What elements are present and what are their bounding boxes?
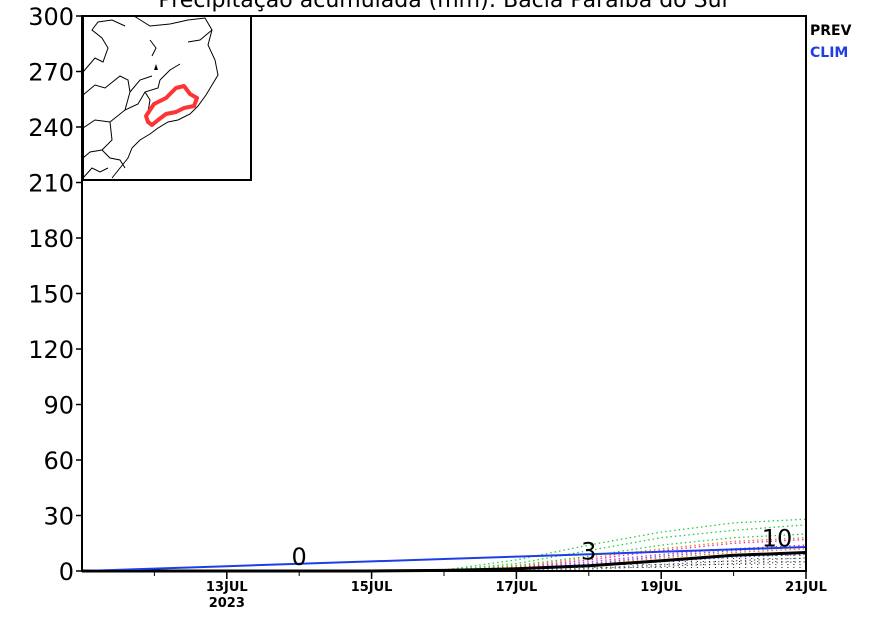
y-tick-label: 240 <box>28 114 74 142</box>
series-annotation: 10 <box>762 525 793 553</box>
y-tick-label: 180 <box>28 225 74 253</box>
x-tick-label: 19JUL <box>640 580 682 595</box>
plot-area: 030609012015018021024027030013JUL202315J… <box>28 3 827 611</box>
y-tick-label: 0 <box>59 558 74 586</box>
y-tick-label: 210 <box>28 170 74 198</box>
inset-map-coastline <box>82 15 219 179</box>
y-tick-label: 270 <box>28 59 74 87</box>
x-tick-label: 13JUL <box>206 580 248 595</box>
series-annotation: 3 <box>581 537 596 565</box>
inset-map-marker <box>154 64 158 70</box>
legend: PREV CLIM <box>810 23 852 61</box>
x-tick-label: 15JUL <box>351 580 393 595</box>
x-tick-sublabel: 2023 <box>209 596 245 611</box>
x-tick-label: 17JUL <box>496 580 538 595</box>
inset-map <box>82 15 252 181</box>
inset-map-state-borders <box>82 29 213 179</box>
series-annotation: 0 <box>292 543 307 571</box>
series-line-clim <box>81 546 807 572</box>
y-tick-label: 60 <box>43 447 74 475</box>
x-tick-label: 21JUL <box>785 580 827 595</box>
y-tick-label: 120 <box>28 336 74 364</box>
y-tick-label: 300 <box>28 3 74 31</box>
basin-outline <box>144 84 199 127</box>
legend-label-clim: CLIM <box>810 45 848 61</box>
legend-label-prev: PREV <box>810 23 852 39</box>
y-tick-label: 30 <box>43 503 74 531</box>
chart-title: Precipitação acumulada (mm): Bacia Paraí… <box>158 0 727 13</box>
y-tick-label: 150 <box>28 281 74 309</box>
y-tick-label: 90 <box>43 392 74 420</box>
